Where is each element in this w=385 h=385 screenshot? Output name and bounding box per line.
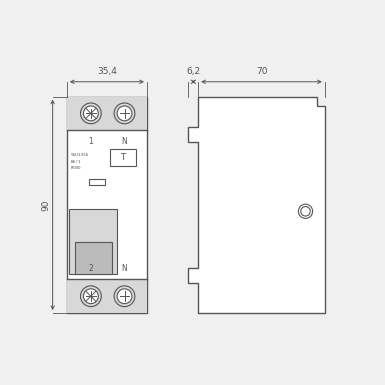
Bar — [89, 179, 105, 185]
Circle shape — [80, 286, 101, 306]
Circle shape — [301, 206, 310, 216]
Circle shape — [298, 204, 313, 218]
Text: 35,4: 35,4 — [97, 67, 117, 77]
Text: RCBO: RCBO — [70, 166, 81, 170]
Bar — [67, 97, 147, 313]
Bar — [67, 280, 147, 313]
Circle shape — [84, 106, 98, 121]
Text: 90: 90 — [42, 199, 50, 211]
Text: N: N — [122, 137, 127, 146]
Circle shape — [117, 289, 132, 304]
Text: 1: 1 — [89, 137, 93, 146]
Text: 5SU1356: 5SU1356 — [70, 153, 89, 157]
Bar — [110, 149, 136, 166]
Bar — [75, 242, 112, 274]
Circle shape — [84, 289, 98, 304]
Circle shape — [117, 106, 132, 121]
Text: T: T — [120, 153, 126, 162]
Bar — [67, 97, 147, 130]
Polygon shape — [188, 97, 325, 313]
Text: 70: 70 — [256, 67, 267, 77]
Circle shape — [80, 103, 101, 124]
Text: B6/1: B6/1 — [70, 159, 81, 164]
Text: 6,2: 6,2 — [186, 67, 200, 77]
Text: N: N — [122, 264, 127, 273]
Bar — [69, 209, 117, 274]
Text: 2: 2 — [89, 264, 93, 273]
Circle shape — [114, 286, 135, 306]
Circle shape — [114, 103, 135, 124]
